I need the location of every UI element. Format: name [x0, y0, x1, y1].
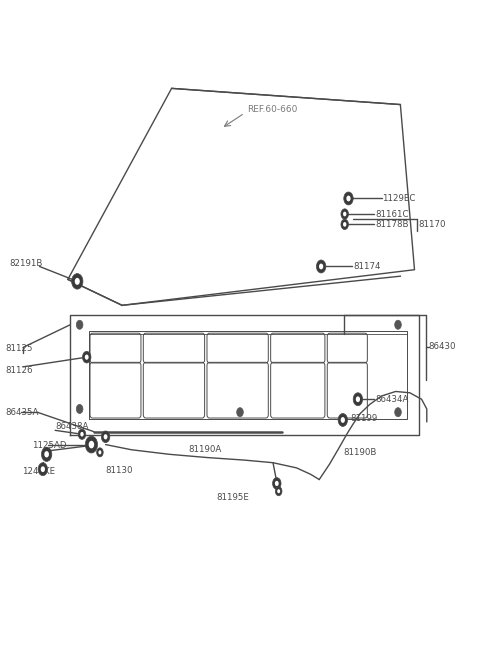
Circle shape — [273, 478, 281, 489]
Circle shape — [343, 222, 347, 227]
Text: 1129EC: 1129EC — [383, 194, 416, 203]
Circle shape — [41, 447, 52, 461]
Circle shape — [104, 434, 108, 440]
Circle shape — [277, 489, 280, 493]
Text: 81190B: 81190B — [344, 448, 377, 457]
Text: 86438A: 86438A — [55, 422, 88, 431]
Circle shape — [78, 429, 86, 440]
Text: 82191B: 82191B — [9, 258, 42, 268]
Circle shape — [356, 396, 360, 402]
Circle shape — [344, 192, 353, 205]
Text: 1244KE: 1244KE — [22, 467, 55, 476]
Circle shape — [44, 451, 49, 457]
Text: 81125: 81125 — [6, 344, 33, 353]
Circle shape — [275, 481, 279, 486]
Circle shape — [341, 209, 348, 219]
Circle shape — [353, 393, 362, 405]
Text: 81170: 81170 — [418, 220, 446, 229]
Circle shape — [101, 431, 110, 443]
Text: 86434A: 86434A — [375, 395, 409, 403]
Text: REF.60-660: REF.60-660 — [247, 104, 298, 113]
Text: 81174: 81174 — [353, 262, 381, 271]
Circle shape — [76, 320, 83, 329]
Circle shape — [85, 436, 97, 453]
Circle shape — [89, 441, 94, 448]
Circle shape — [98, 450, 101, 455]
Circle shape — [276, 487, 282, 496]
Circle shape — [395, 320, 401, 329]
Text: 81190A: 81190A — [188, 445, 221, 454]
Circle shape — [96, 448, 103, 457]
Text: 81130: 81130 — [106, 466, 133, 475]
Circle shape — [319, 264, 323, 270]
Circle shape — [80, 432, 84, 436]
Circle shape — [343, 212, 347, 216]
Circle shape — [341, 219, 348, 230]
Text: 86430: 86430 — [429, 342, 456, 351]
Text: 1125AD: 1125AD — [32, 441, 66, 451]
Circle shape — [395, 407, 401, 417]
Text: 81126: 81126 — [6, 365, 33, 375]
Circle shape — [72, 274, 83, 289]
Circle shape — [237, 407, 243, 417]
Circle shape — [76, 405, 83, 413]
Text: 81199: 81199 — [350, 414, 377, 423]
Text: 81161C: 81161C — [375, 209, 409, 218]
Circle shape — [83, 352, 91, 363]
Text: 81178B: 81178B — [375, 220, 409, 229]
Circle shape — [347, 195, 350, 201]
Circle shape — [41, 466, 45, 472]
Text: 81195E: 81195E — [216, 493, 249, 502]
Text: 86435A: 86435A — [6, 407, 39, 417]
Circle shape — [38, 462, 48, 476]
Circle shape — [85, 354, 89, 359]
Circle shape — [338, 413, 348, 426]
Circle shape — [316, 260, 326, 273]
Circle shape — [75, 278, 80, 285]
Circle shape — [341, 417, 345, 423]
